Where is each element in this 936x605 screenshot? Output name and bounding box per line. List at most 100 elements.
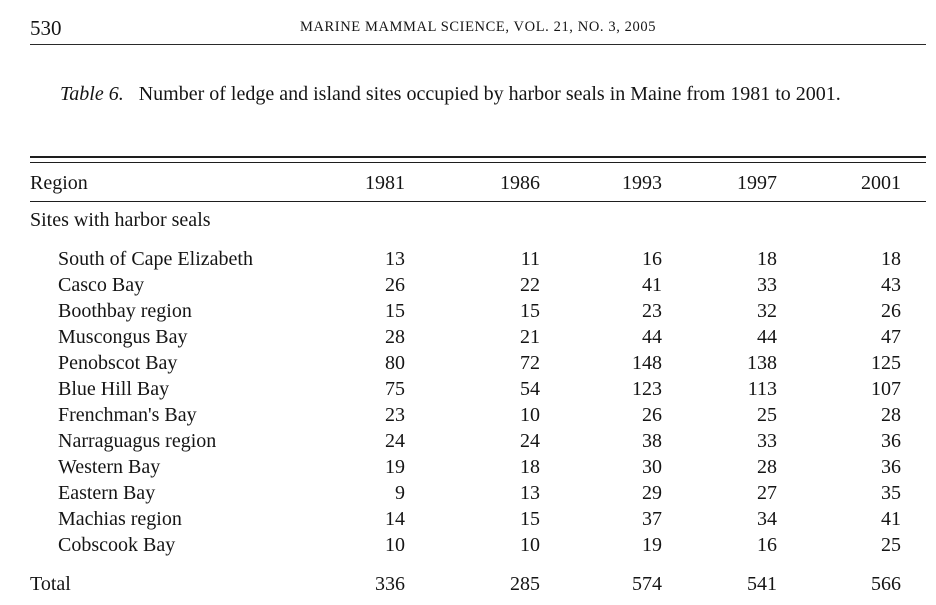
value-1981: 14: [385, 508, 405, 530]
table-header-rule: [30, 201, 926, 202]
value-1986: 72: [520, 352, 540, 374]
table-header-row: Region 1981 1986 1993 1997 2001: [30, 170, 926, 196]
value-1993: 44: [642, 326, 662, 348]
value-2001: 35: [881, 482, 901, 504]
value-1993: 16: [642, 248, 662, 270]
total-1997: 541: [747, 573, 777, 595]
value-1997: 138: [747, 352, 777, 374]
value-1981: 23: [385, 404, 405, 426]
table-row: Western Bay 19 18 30 28 36: [30, 454, 926, 480]
value-1997: 33: [757, 274, 777, 296]
table-row: South of Cape Elizabeth 13 11 16 18 18: [30, 246, 926, 272]
value-1993: 38: [642, 430, 662, 452]
table-caption-text: Number of ledge and island sites occupie…: [138, 83, 841, 105]
table-row: Frenchman's Bay 23 10 26 25 28: [30, 402, 926, 428]
total-label: Total: [30, 573, 71, 595]
table-caption-label: Table 6.: [60, 83, 124, 105]
value-1981: 80: [385, 352, 405, 374]
table-row: Boothbay region 15 15 23 32 26: [30, 298, 926, 324]
value-1997: 28: [757, 456, 777, 478]
table-row: Narraguagus region 24 24 38 33 36: [30, 428, 926, 454]
region-name: Muscongus Bay: [58, 326, 188, 348]
value-1993: 30: [642, 456, 662, 478]
region-name: Frenchman's Bay: [58, 404, 197, 426]
value-1981: 19: [385, 456, 405, 478]
table-top-rule: [30, 156, 926, 158]
running-header: 530 MARINE MAMMAL SCIENCE, VOL. 21, NO. …: [30, 16, 926, 45]
value-2001: 125: [871, 352, 901, 374]
total-1986: 285: [510, 573, 540, 595]
table-row: Muscongus Bay 28 21 44 44 47: [30, 324, 926, 350]
value-1997: 34: [757, 508, 777, 530]
value-1986: 13: [520, 482, 540, 504]
table-caption: Table 6. Number of ledge and island site…: [30, 80, 930, 109]
value-1986: 10: [520, 534, 540, 556]
value-1997: 44: [757, 326, 777, 348]
value-2001: 107: [871, 378, 901, 400]
column-header-region: Region: [30, 172, 88, 194]
region-name: Casco Bay: [58, 274, 145, 296]
page-number: 530: [30, 16, 62, 40]
value-1997: 16: [757, 534, 777, 556]
value-1993: 41: [642, 274, 662, 296]
value-1981: 13: [385, 248, 405, 270]
journal-running-head: MARINE MAMMAL SCIENCE, VOL. 21, NO. 3, 2…: [299, 19, 657, 35]
value-1993: 123: [632, 378, 662, 400]
value-1981: 24: [385, 430, 405, 452]
column-header-1993: 1993: [622, 172, 662, 194]
value-1986: 21: [520, 326, 540, 348]
value-1993: 37: [642, 508, 662, 530]
column-header-1986: 1986: [500, 172, 540, 194]
total-1993: 574: [632, 573, 662, 595]
table-section-row: Sites with harbor seals: [30, 207, 926, 233]
value-1986: 15: [520, 508, 540, 530]
region-name: South of Cape Elizabeth: [58, 248, 253, 270]
value-1993: 26: [642, 404, 662, 426]
region-name: Narraguagus region: [58, 430, 217, 452]
column-header-1981: 1981: [365, 172, 405, 194]
table-total-row: Total 336 285 574 541 566: [30, 571, 926, 597]
value-1997: 113: [747, 378, 777, 400]
value-2001: 26: [881, 300, 901, 322]
column-header-1997: 1997: [737, 172, 777, 194]
table-row: Penobscot Bay 80 72 148 138 125: [30, 350, 926, 376]
region-name: Western Bay: [58, 456, 161, 478]
value-1997: 33: [757, 430, 777, 452]
region-name: Eastern Bay: [58, 482, 156, 504]
value-2001: 41: [881, 508, 901, 530]
value-2001: 36: [881, 430, 901, 452]
value-2001: 18: [881, 248, 901, 270]
value-1986: 22: [520, 274, 540, 296]
value-1997: 27: [757, 482, 777, 504]
value-1986: 10: [520, 404, 540, 426]
value-1986: 15: [520, 300, 540, 322]
region-name: Boothbay region: [58, 300, 192, 322]
value-1981: 75: [385, 378, 405, 400]
value-1981: 26: [385, 274, 405, 296]
value-2001: 36: [881, 456, 901, 478]
total-1981: 336: [375, 573, 405, 595]
table-row: Cobscook Bay 10 10 19 16 25: [30, 532, 926, 558]
value-1997: 25: [757, 404, 777, 426]
value-1981: 15: [385, 300, 405, 322]
table-row: Machias region 14 15 37 34 41: [30, 506, 926, 532]
table-row: Eastern Bay 9 13 29 27 35: [30, 480, 926, 506]
region-name: Penobscot Bay: [58, 352, 178, 374]
value-1981: 28: [385, 326, 405, 348]
value-1981: 10: [385, 534, 405, 556]
table-row: Casco Bay 26 22 41 33 43: [30, 272, 926, 298]
table-row: Blue Hill Bay 75 54 123 113 107: [30, 376, 926, 402]
total-2001: 566: [871, 573, 901, 595]
value-1997: 32: [757, 300, 777, 322]
value-2001: 43: [881, 274, 901, 296]
value-2001: 28: [881, 404, 901, 426]
value-1986: 54: [520, 378, 540, 400]
value-1997: 18: [757, 248, 777, 270]
value-1993: 19: [642, 534, 662, 556]
value-2001: 47: [881, 326, 901, 348]
region-name: Machias region: [58, 508, 182, 530]
section-label: Sites with harbor seals: [30, 209, 211, 231]
value-2001: 25: [881, 534, 901, 556]
value-1986: 18: [520, 456, 540, 478]
value-1993: 29: [642, 482, 662, 504]
